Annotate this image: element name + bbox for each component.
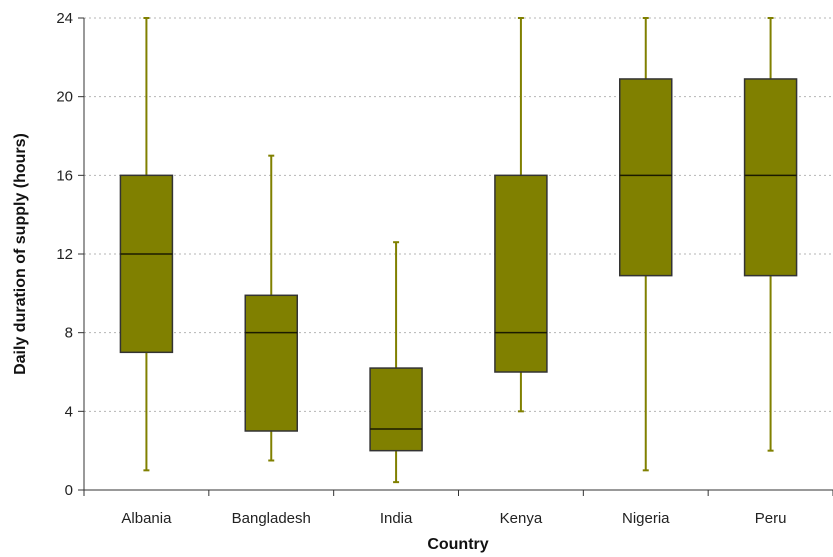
- box-albania: [119, 17, 174, 472]
- iqr-box: [369, 367, 423, 452]
- box-peru: [743, 17, 798, 452]
- iqr-box: [619, 78, 673, 277]
- box-india: [369, 241, 423, 484]
- tick-labels: 0 4 8 12 16 20 24 Albania Bangladesh India Kenya Ni…: [56, 10, 786, 527]
- iqr-box: [494, 174, 548, 373]
- x-tick-label: Nigeria: [622, 510, 670, 527]
- x-tick-label: Kenya: [500, 510, 543, 527]
- iqr-box: [119, 174, 174, 354]
- y-axis-title: Daily duration of supply (hours): [12, 133, 29, 375]
- y-tick-label: 20: [56, 89, 73, 106]
- x-axis-title: Country: [427, 536, 488, 553]
- y-tick-label: 24: [56, 10, 73, 27]
- box-kenya: [494, 17, 548, 413]
- iqr-box: [244, 294, 298, 432]
- gridlines: [84, 17, 831, 412]
- box-bangladesh: [244, 154, 298, 462]
- x-tick-label: Peru: [755, 510, 787, 527]
- y-tick-label: 0: [65, 482, 73, 499]
- x-tick-label: Bangladesh: [232, 510, 311, 527]
- x-tick-label: Albania: [121, 510, 172, 527]
- axes: [78, 17, 833, 496]
- boxes: [119, 17, 798, 484]
- box-nigeria: [619, 17, 673, 472]
- iqr-box: [743, 78, 798, 277]
- y-tick-label: 8: [65, 325, 73, 342]
- x-tick-label: India: [380, 510, 413, 527]
- y-tick-label: 12: [56, 246, 73, 263]
- y-tick-label: 16: [56, 167, 73, 184]
- y-tick-label: 4: [65, 403, 73, 420]
